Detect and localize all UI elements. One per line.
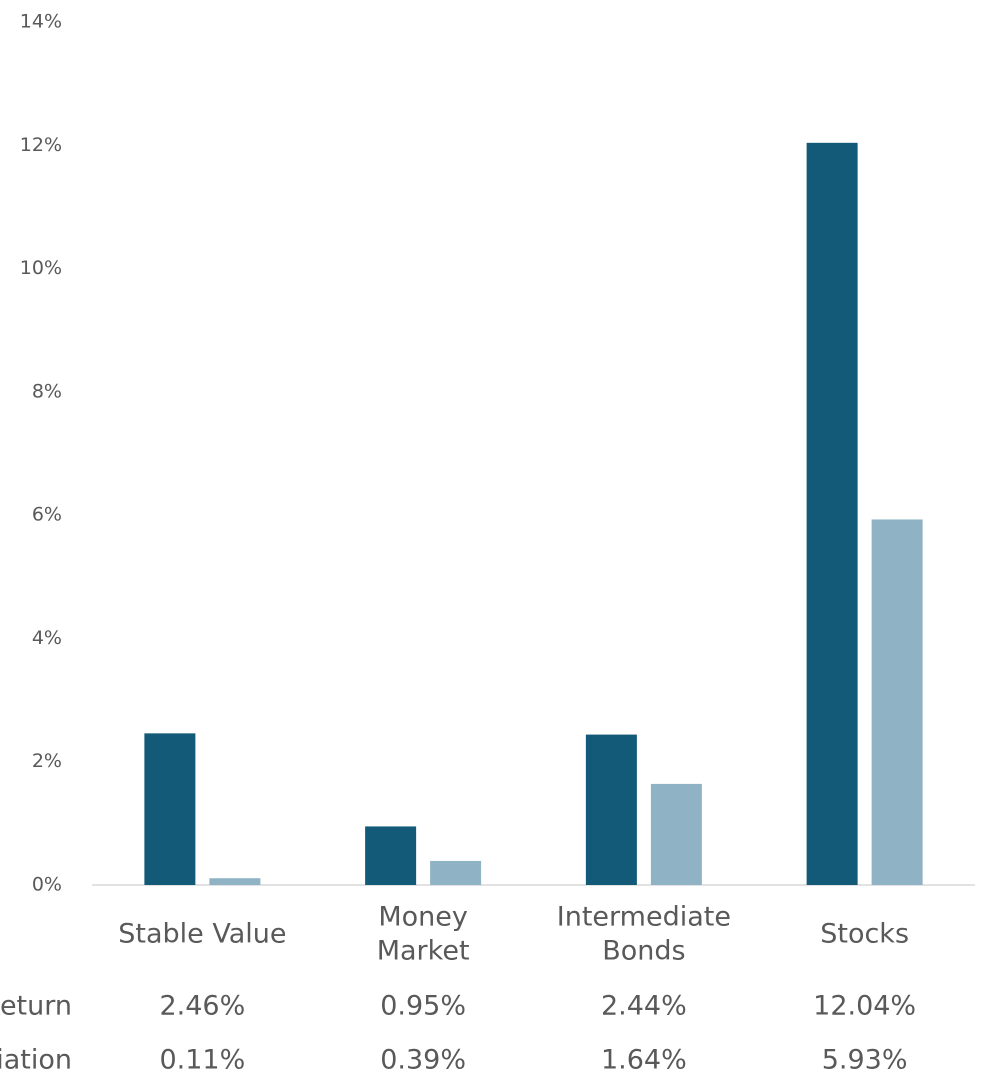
bar <box>209 878 261 885</box>
bar <box>365 826 417 885</box>
table-cell: 0.95% <box>380 991 466 1022</box>
y-tick-label: 8% <box>32 380 62 402</box>
table-cell: 0.39% <box>380 1045 466 1072</box>
table-cell: 5.93% <box>822 1045 908 1072</box>
y-tick-label: 2% <box>32 750 62 772</box>
bar <box>806 142 858 885</box>
bar <box>650 783 702 885</box>
y-tick-label: 10% <box>20 257 62 279</box>
bar <box>871 519 923 885</box>
table-cell: 2.44% <box>601 991 687 1022</box>
y-tick-label: 4% <box>32 627 62 649</box>
bar <box>430 860 482 885</box>
bar <box>585 734 637 885</box>
bar <box>144 733 196 885</box>
x-tick-label: Bonds <box>602 936 685 967</box>
x-tick-label: Intermediate <box>557 902 731 933</box>
x-tick-label: Stable Value <box>118 919 286 950</box>
row-label: Deviation <box>0 1045 72 1072</box>
y-tick-label: 0% <box>32 874 62 896</box>
y-tick-label: 12% <box>20 134 62 156</box>
table-cell: 2.46% <box>159 991 245 1022</box>
y-tick-label: 14% <box>20 11 62 33</box>
table-cell: 12.04% <box>813 991 916 1022</box>
table-cell: 1.64% <box>601 1045 687 1072</box>
table-cell: 0.11% <box>159 1045 245 1072</box>
y-tick-label: 6% <box>32 504 62 526</box>
x-tick-label: Money <box>378 902 468 933</box>
row-label: Return <box>0 991 72 1022</box>
x-tick-label: Market <box>377 936 470 967</box>
x-tick-label: Stocks <box>820 919 909 950</box>
